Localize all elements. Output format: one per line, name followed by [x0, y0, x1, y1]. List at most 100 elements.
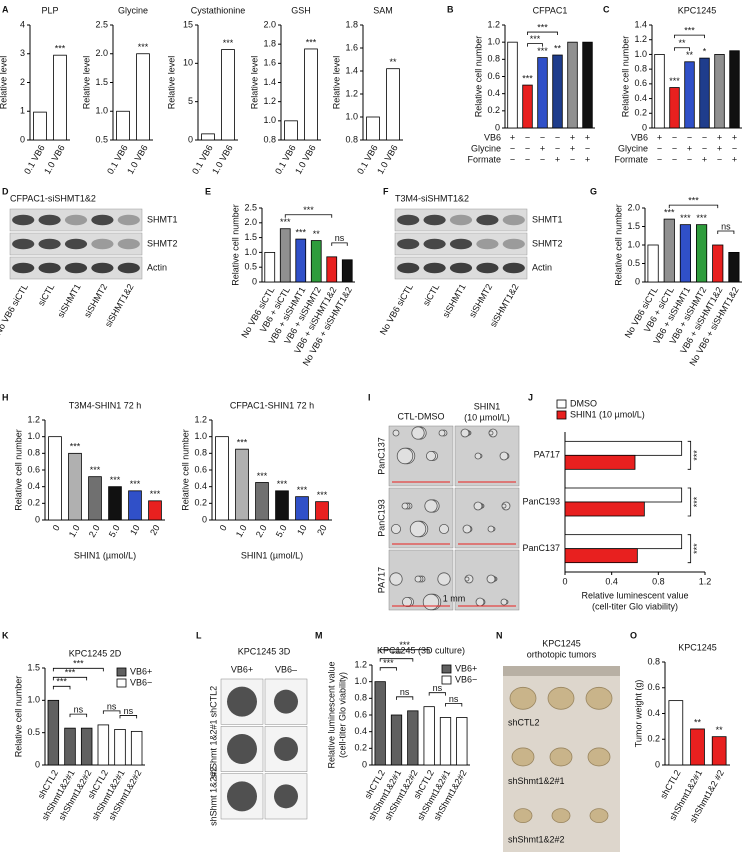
blot-band: [64, 262, 88, 274]
row-label: shShmt1&2#2: [508, 835, 565, 845]
y-tick-label: 1.6: [263, 58, 276, 68]
bar: [68, 452, 82, 521]
y-axis-label: Relative level: [0, 56, 8, 110]
y-tick-label: 1.0: [354, 676, 367, 686]
sign: −: [510, 154, 515, 164]
y-tick-label: 1.5: [95, 77, 108, 87]
x-tick-label: 5.0: [274, 523, 289, 539]
lane-label: siCTL: [421, 282, 441, 307]
bracket: [687, 534, 692, 564]
bracket-label: ns: [107, 701, 117, 711]
y-tick-label: 0.8: [27, 448, 40, 458]
y-tick-label: 1.4: [345, 65, 358, 75]
sign: +: [717, 143, 722, 153]
bar: [88, 476, 102, 521]
organoid: [437, 572, 451, 586]
y-tick-label: PanC137: [522, 543, 560, 553]
significance: ***: [537, 46, 548, 56]
y-tick-label: 0.4: [354, 726, 367, 736]
legend-label: SHIN1 (10 µmol/L): [570, 409, 645, 419]
sign: −: [702, 143, 707, 153]
sign: +: [585, 132, 590, 142]
row-label: PanC137: [376, 437, 386, 475]
x-axis-label: SHIN1 (µmol/L): [74, 550, 136, 560]
y-tick-label: 1.0: [487, 37, 500, 47]
blot-band: [476, 214, 499, 226]
bar: [279, 228, 291, 283]
tumor: [513, 808, 533, 824]
bar: [714, 54, 725, 129]
bracket: [52, 676, 88, 681]
significance: **: [389, 57, 397, 67]
organoid: [390, 524, 401, 535]
y-tick-label: 1.0: [263, 115, 276, 125]
sign: −: [555, 143, 560, 153]
bracket-label: ns: [433, 683, 443, 693]
tumor: [585, 686, 613, 710]
spheroid: [274, 784, 298, 809]
y-tick-label: 1.8: [345, 19, 358, 29]
bar: [564, 534, 683, 550]
bracket: [69, 713, 88, 718]
y-tick-label: 0.5: [627, 258, 640, 268]
blot-band: [397, 238, 420, 250]
blot-strip: [9, 208, 143, 232]
y-tick-label: 0: [20, 134, 25, 144]
chart-title: GSH: [291, 5, 311, 15]
chart-title: KPC1245 2D: [69, 648, 122, 658]
lane-label: siCTL: [36, 282, 56, 307]
image-cell: [454, 487, 520, 549]
blot-band: [423, 214, 446, 226]
bar: [130, 730, 143, 766]
y-tick-label: 0.8: [647, 656, 660, 666]
y-tick-label: 1.5: [244, 232, 257, 242]
y-tick-label: 1.0: [634, 49, 647, 59]
organoid: [396, 447, 414, 465]
legend-label: VB6+: [130, 666, 152, 676]
bar: [148, 500, 162, 521]
significance: ***: [692, 496, 702, 507]
x-tick-label: 5.0: [107, 523, 122, 539]
significance: ***: [692, 450, 702, 461]
bar: [699, 57, 710, 129]
bracket: [119, 715, 138, 719]
bracket-label: ns: [400, 687, 410, 697]
x-axis-label: Relative luminescent value: [581, 590, 688, 600]
blot-title: T3M4-siSHMT1&2: [395, 193, 469, 203]
y-tick-label: 2: [20, 77, 25, 87]
image-cell: [388, 487, 454, 549]
y-tick-label: 1.0: [95, 106, 108, 116]
bar: [522, 84, 533, 129]
bar: [235, 448, 249, 521]
sign: +: [702, 154, 707, 164]
organoid: [464, 576, 470, 582]
bar: [295, 496, 309, 521]
sign: +: [510, 132, 515, 142]
legend-label: VB6+: [455, 663, 477, 673]
bar: [567, 41, 578, 129]
bar: [663, 218, 675, 283]
organoid: [501, 503, 507, 509]
blot-band: [12, 262, 35, 274]
y-tick-label: 1.6: [345, 42, 358, 52]
significance: ***: [150, 489, 161, 499]
band-label: Actin: [532, 262, 552, 272]
band-label: SHMT2: [532, 238, 563, 248]
band-label: SHMT1: [532, 214, 563, 224]
bar: [64, 727, 76, 766]
significance: ***: [669, 76, 680, 86]
organoid: [438, 429, 446, 437]
y-tick-label: 4: [20, 19, 25, 29]
row-label: VB6: [484, 132, 501, 142]
bar: [386, 68, 400, 141]
chart-title: SAM: [373, 5, 393, 15]
lane-label: No VB6 siCTL: [378, 282, 415, 336]
tumor: [589, 808, 609, 824]
panel-letter: E: [205, 186, 211, 196]
y-tick-label: 0.6: [194, 464, 207, 474]
bracket: [687, 440, 692, 470]
tumor: [549, 747, 573, 767]
sign: −: [525, 132, 530, 142]
bracket-label: ***: [530, 34, 541, 44]
